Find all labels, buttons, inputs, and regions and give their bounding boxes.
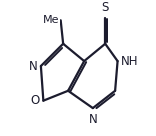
Text: S: S bbox=[102, 1, 109, 14]
Text: N: N bbox=[28, 60, 37, 72]
Text: Me: Me bbox=[43, 15, 59, 25]
Text: O: O bbox=[30, 94, 40, 107]
Text: NH: NH bbox=[121, 55, 139, 68]
Text: N: N bbox=[88, 113, 97, 126]
